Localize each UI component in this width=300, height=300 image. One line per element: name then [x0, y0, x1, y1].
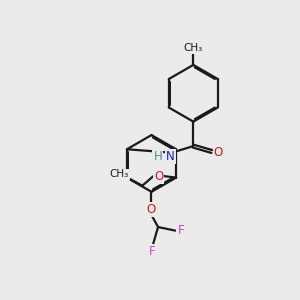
Text: H: H: [153, 150, 162, 163]
Text: F: F: [177, 224, 184, 237]
Text: F: F: [149, 245, 156, 258]
Text: N: N: [166, 150, 175, 163]
Text: CH₃: CH₃: [184, 44, 203, 53]
Text: O: O: [154, 169, 164, 183]
Text: O: O: [214, 146, 223, 160]
Text: O: O: [147, 203, 156, 216]
Text: CH₃: CH₃: [110, 169, 129, 179]
